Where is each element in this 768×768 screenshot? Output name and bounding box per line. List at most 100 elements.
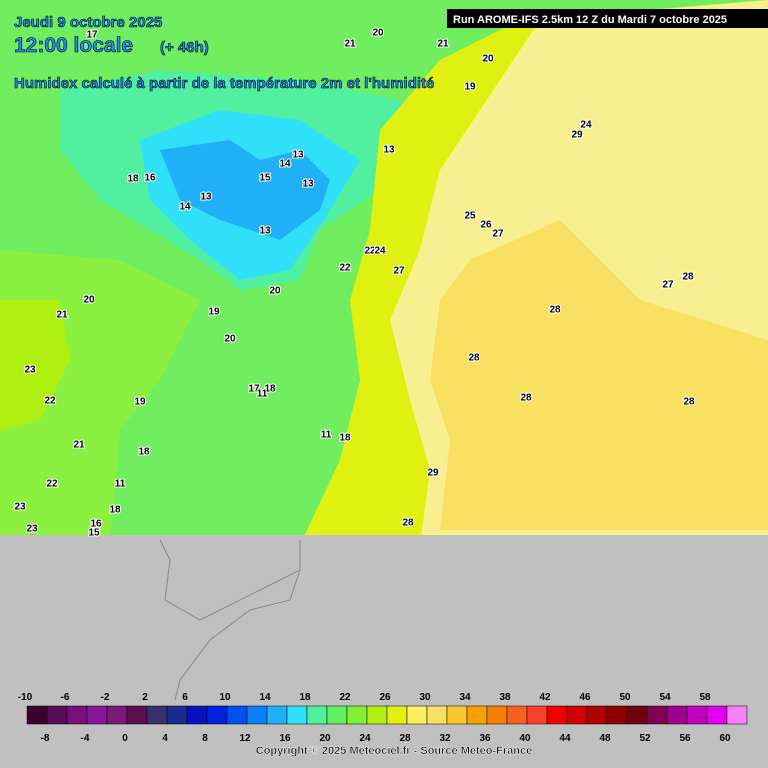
scale-swatch <box>486 705 508 725</box>
scale-swatch <box>366 705 388 725</box>
contour-label: 21 <box>344 39 356 50</box>
contour-label: 20 <box>372 28 384 39</box>
contour-label: 22 <box>44 396 56 407</box>
scale-label: 28 <box>399 733 411 744</box>
scale-swatch <box>586 705 608 725</box>
contour-label: 28 <box>682 272 694 283</box>
scale-label: 12 <box>239 733 251 744</box>
scale-swatch <box>166 705 188 725</box>
scale-label: -6 <box>61 692 70 703</box>
scale-swatch <box>446 705 468 725</box>
scale-label: 16 <box>279 733 291 744</box>
scale-label: 40 <box>519 733 531 744</box>
scale-label: 52 <box>639 733 651 744</box>
scale-swatch <box>426 705 448 725</box>
zone-gold <box>430 220 768 530</box>
scale-swatch <box>126 705 148 725</box>
scale-swatch <box>46 705 68 725</box>
contour-label: 14 <box>279 159 291 170</box>
scale-label: -8 <box>41 733 50 744</box>
contour-label: 28 <box>468 353 480 364</box>
contour-label: 13 <box>292 150 304 161</box>
contour-label: 20 <box>83 295 95 306</box>
scale-label: 34 <box>459 692 471 703</box>
contour-label: 21 <box>73 440 85 451</box>
forecast-time: 12:00 locale <box>14 34 133 57</box>
scale-swatch <box>666 705 688 725</box>
contour-label: 13 <box>383 145 395 156</box>
scale-swatch <box>626 705 648 725</box>
scale-swatch <box>26 705 48 725</box>
scale-swatch <box>326 705 348 725</box>
contour-label: 29 <box>427 468 439 479</box>
scale-swatch <box>346 705 368 725</box>
contour-label: 18 <box>138 447 150 458</box>
contour-label: 22 <box>364 246 376 257</box>
scale-label: 38 <box>499 692 511 703</box>
scale-swatch <box>246 705 268 725</box>
scale-label: 26 <box>379 692 391 703</box>
contour-label: 18 <box>109 505 121 516</box>
contour-label: 13 <box>302 179 314 190</box>
scale-swatch <box>566 705 588 725</box>
map-subtitle: Humidex calculé à partir de la températu… <box>14 75 434 92</box>
contour-label: 22 <box>339 263 351 274</box>
color-scale: -10-8-6-4-202468101214161820222426283032… <box>18 692 748 744</box>
contour-label: 15 <box>88 528 100 539</box>
scale-label: 32 <box>439 733 451 744</box>
scale-label: 30 <box>419 692 431 703</box>
contour-label: 11 <box>321 430 332 441</box>
run-info: Run AROME-IFS 2.5km 12 Z du Mardi 7 octo… <box>453 14 727 26</box>
contour-label: 14 <box>179 202 191 213</box>
scale-swatch <box>146 705 168 725</box>
scale-swatch <box>386 705 408 725</box>
scale-label: -2 <box>101 692 110 703</box>
lead-time: (+ 46h) <box>160 39 209 56</box>
contour-label: 27 <box>492 229 504 240</box>
scale-swatch <box>546 705 568 725</box>
scale-swatch <box>406 705 428 725</box>
contour-label: 13 <box>200 192 212 203</box>
scale-label: 54 <box>659 692 671 703</box>
forecast-date: Jeudi 9 octobre 2025 <box>14 14 162 31</box>
contour-label: 13 <box>259 226 271 237</box>
contour-label: 21 <box>437 39 449 50</box>
scale-swatch <box>86 705 108 725</box>
contour-label: 28 <box>549 305 561 316</box>
no-data-area <box>0 535 768 768</box>
contour-label: 17 <box>248 384 260 395</box>
scale-label: 0 <box>122 733 128 744</box>
contour-label: 28 <box>402 518 414 529</box>
scale-swatch <box>726 705 748 725</box>
run-banner <box>447 9 768 28</box>
contour-label: 19 <box>464 82 476 93</box>
scale-swatch <box>226 705 248 725</box>
contour-label: 20 <box>224 334 236 345</box>
scale-swatch <box>526 705 548 725</box>
scale-label: 4 <box>162 733 168 744</box>
scale-label: -10 <box>18 692 33 703</box>
scale-label: 60 <box>719 733 731 744</box>
scale-swatch <box>66 705 88 725</box>
contour-label: 23 <box>24 365 36 376</box>
contour-label: 20 <box>269 286 281 297</box>
scale-label: 44 <box>559 733 571 744</box>
contour-label: 20 <box>482 54 494 65</box>
contour-label: 18 <box>264 384 276 395</box>
contour-label: 26 <box>480 220 492 231</box>
contour-label: 11 <box>257 389 268 400</box>
scale-label: 8 <box>202 733 208 744</box>
zone-blue <box>160 140 330 240</box>
scale-swatch <box>206 705 228 725</box>
contour-label: 19 <box>134 397 146 408</box>
contour-label: 16 <box>90 519 102 530</box>
scale-swatch <box>306 705 328 725</box>
contour-label: 28 <box>683 397 695 408</box>
contour-label: 25 <box>464 211 476 222</box>
scale-swatch <box>286 705 308 725</box>
contour-label: 24 <box>580 120 592 131</box>
scale-swatch <box>466 705 488 725</box>
